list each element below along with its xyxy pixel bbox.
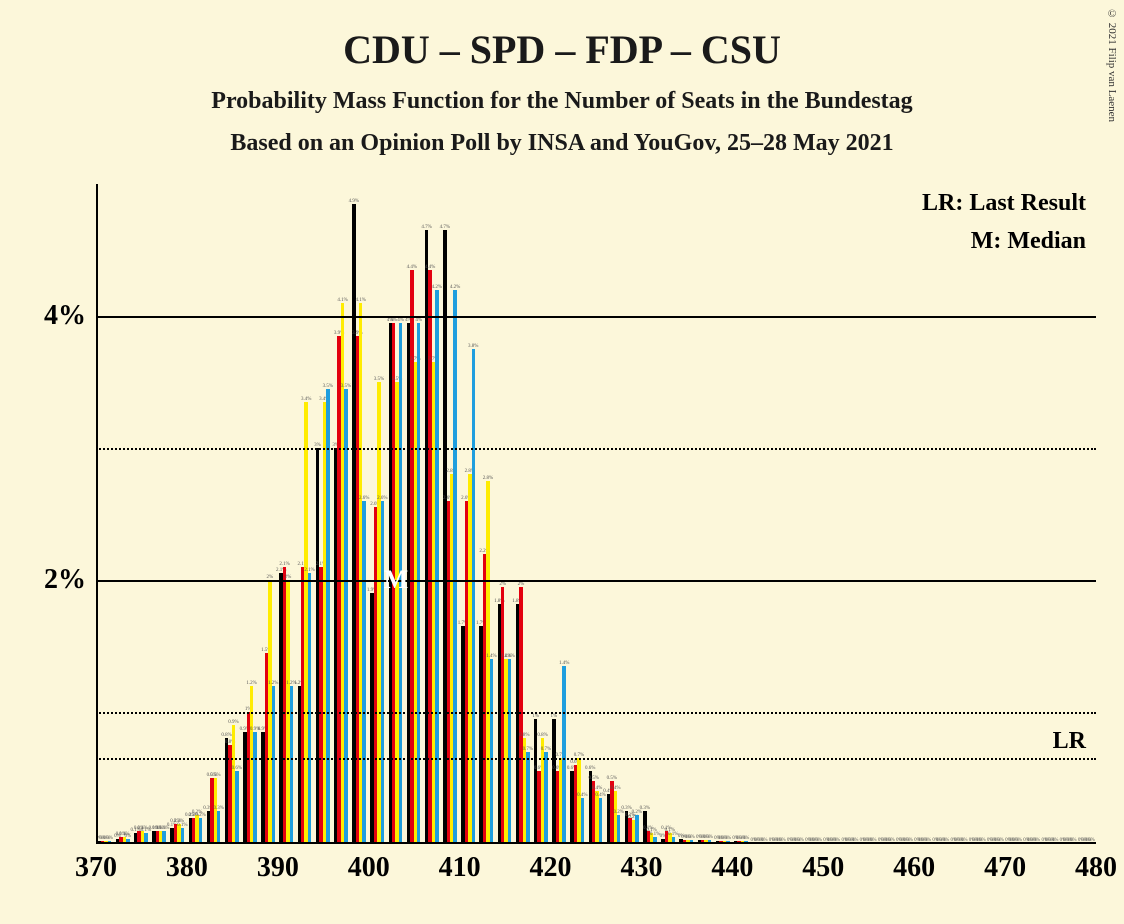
- yticks-container: 2%4%: [96, 184, 1096, 844]
- chart-subtitle-2: Based on an Opinion Poll by INSA and You…: [0, 130, 1124, 157]
- xtick-label: 470: [984, 844, 1026, 884]
- y-axis-line: [96, 184, 98, 844]
- xtick-label: 400: [348, 844, 390, 884]
- last-result-marker: LR: [1053, 728, 1086, 755]
- xtick-label: 370: [75, 844, 117, 884]
- legend-last-result: LR: Last Result: [922, 190, 1086, 217]
- chart-plot-area: 0%0%0%0%0%0.1%0.1%0%0.1%0.1%0.1%0.1%0.1%…: [96, 184, 1096, 844]
- xtick-label: 420: [530, 844, 572, 884]
- legend-median: M: Median: [971, 228, 1086, 255]
- xtick-label: 460: [893, 844, 935, 884]
- xtick-label: 480: [1075, 844, 1117, 884]
- ytick-label: 4%: [44, 300, 96, 332]
- chart-title: CDU – SPD – FDP – CSU: [0, 26, 1124, 73]
- xtick-label: 390: [257, 844, 299, 884]
- xtick-label: 430: [620, 844, 662, 884]
- x-axis-line: [96, 842, 1096, 844]
- xtick-label: 380: [166, 844, 208, 884]
- xtick-label: 440: [711, 844, 753, 884]
- ytick-label: 2%: [44, 564, 96, 596]
- xtick-label: 450: [802, 844, 844, 884]
- median-marker: M: [384, 565, 409, 595]
- chart-subtitle-1: Probability Mass Function for the Number…: [0, 88, 1124, 115]
- xtick-label: 410: [439, 844, 481, 884]
